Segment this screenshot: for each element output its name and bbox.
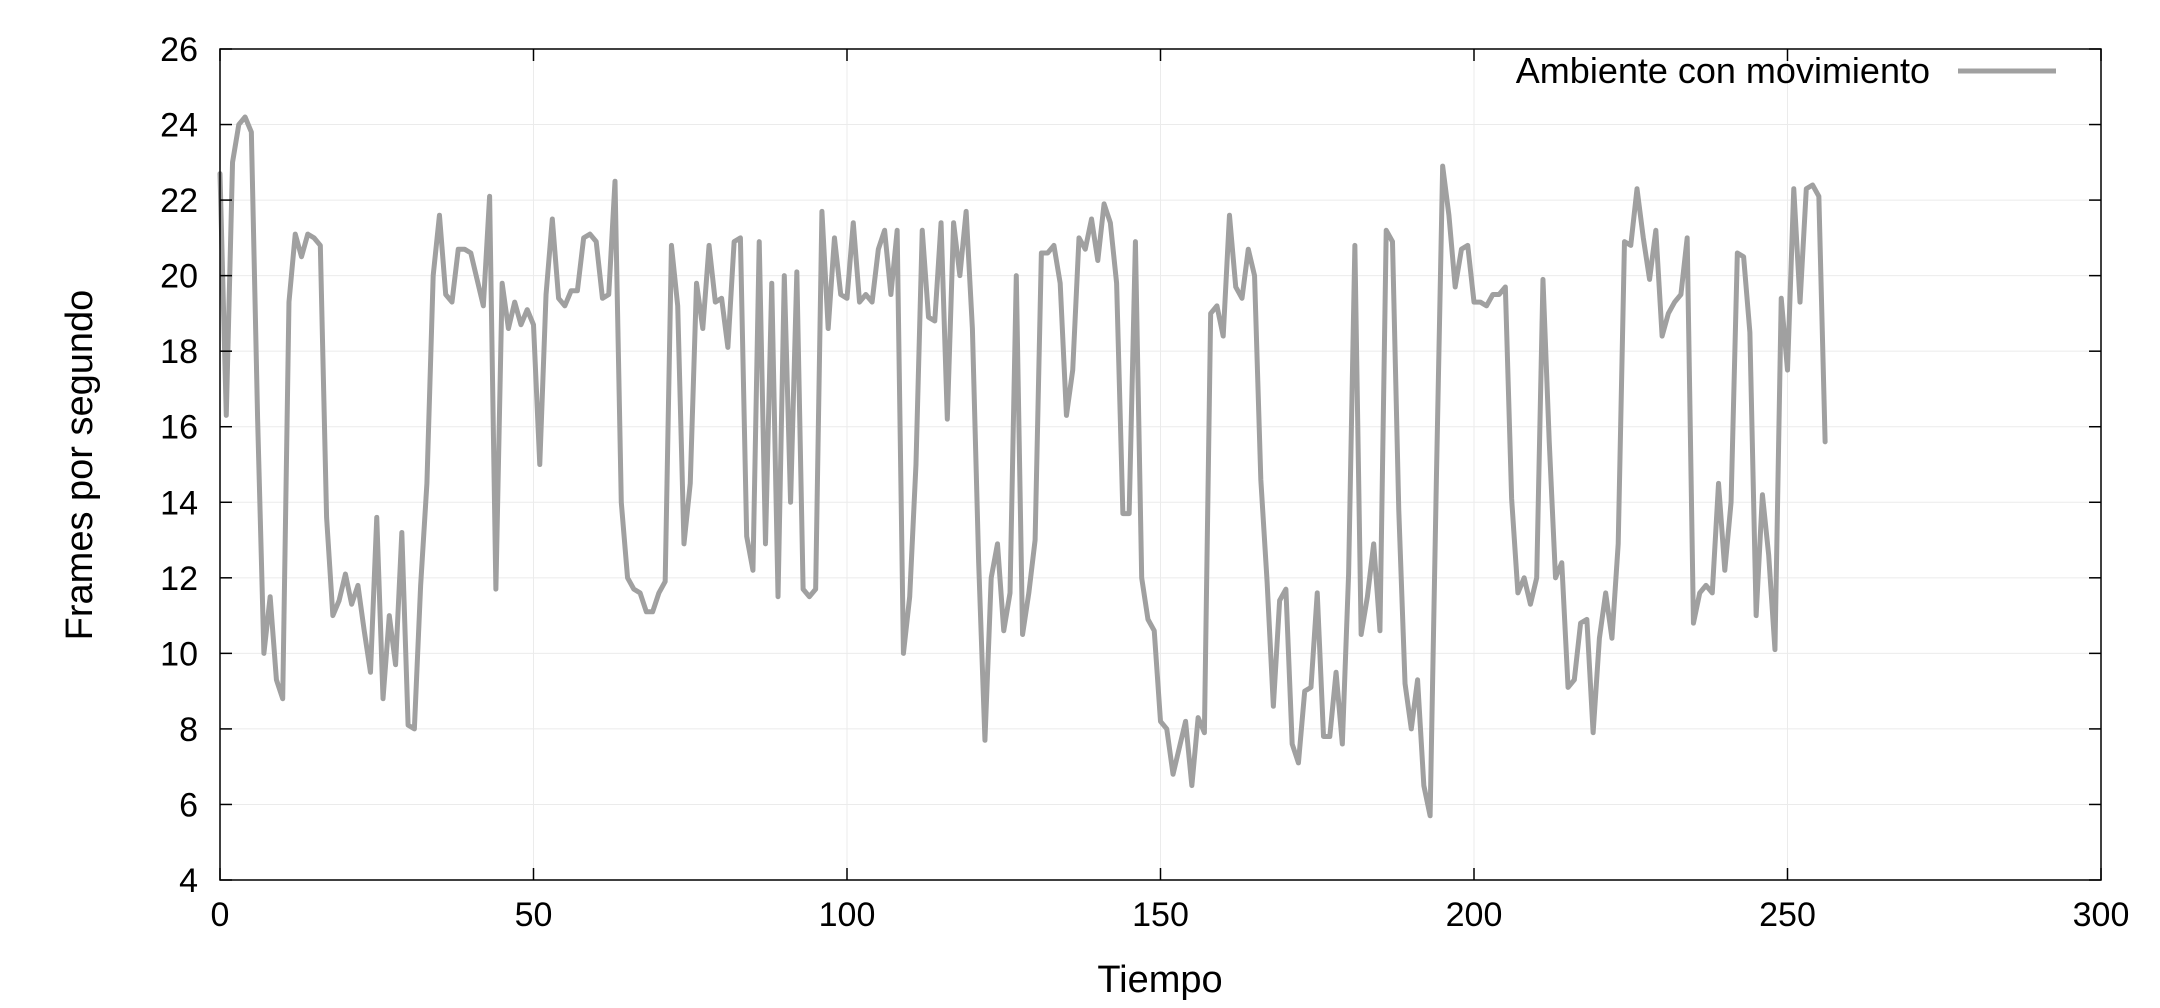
x-tick-label: 250 <box>1759 896 1816 934</box>
series-line-1 <box>217 114 1828 819</box>
x-tick-label: 50 <box>515 896 553 934</box>
y-tick-label: 6 <box>179 786 198 824</box>
x-axis-label: Tiempo <box>1097 959 1222 1001</box>
x-tick-label: 100 <box>819 896 876 934</box>
axis-ticks <box>219 48 2102 881</box>
x-tick-label: 0 <box>211 896 230 934</box>
x-tick-label: 150 <box>1132 896 1189 934</box>
y-axis-label: Frames por segundo <box>59 290 101 641</box>
y-tick-label: 10 <box>160 635 198 673</box>
y-tick-label: 26 <box>160 31 198 69</box>
y-tick-label: 4 <box>179 862 198 900</box>
y-tick-label: 14 <box>160 484 198 522</box>
series-layer <box>217 114 1828 819</box>
y-tick-label: 24 <box>160 107 198 145</box>
x-tick-label: 300 <box>2073 896 2130 934</box>
y-tick-label: 8 <box>179 711 198 749</box>
y-tick-label: 20 <box>160 258 198 296</box>
x-tick-label: 200 <box>1446 896 1503 934</box>
y-tick-label: 12 <box>160 560 198 598</box>
tick-labels: 4 6 8 10 12 14 16 18 20 22 24 26 0 50 100 150 200 250 300 <box>160 31 2129 934</box>
legend-label: Ambiente con movimiento <box>1516 50 1930 91</box>
y-tick-label: 22 <box>160 182 198 220</box>
y-tick-label: 18 <box>160 333 198 371</box>
legend: Ambiente con movimiento <box>1516 50 2056 91</box>
y-tick-label: 16 <box>160 409 198 447</box>
grid-lines <box>220 49 2101 880</box>
